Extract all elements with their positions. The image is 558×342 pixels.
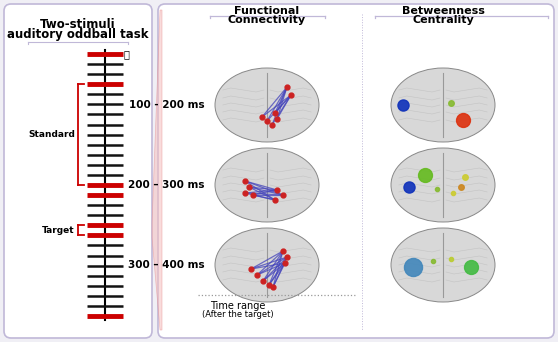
Text: auditory oddball task: auditory oddball task xyxy=(7,28,149,41)
Text: Standard: Standard xyxy=(28,130,75,139)
Text: Two-stimuli: Two-stimuli xyxy=(40,18,116,31)
Text: Functional: Functional xyxy=(234,6,300,16)
Ellipse shape xyxy=(215,228,319,302)
Polygon shape xyxy=(152,10,162,330)
Ellipse shape xyxy=(215,148,319,222)
FancyBboxPatch shape xyxy=(4,4,152,338)
Text: Time range: Time range xyxy=(210,301,266,311)
FancyBboxPatch shape xyxy=(158,4,554,338)
Text: Target: Target xyxy=(42,226,75,235)
Text: 100 - 200 ms: 100 - 200 ms xyxy=(129,100,205,110)
Ellipse shape xyxy=(215,68,319,142)
Text: Centrality: Centrality xyxy=(412,15,474,25)
Text: Connectivity: Connectivity xyxy=(228,15,306,25)
Text: 200 – 300 ms: 200 – 300 ms xyxy=(128,180,205,190)
Text: 🔔: 🔔 xyxy=(124,49,130,59)
Text: (After the target): (After the target) xyxy=(202,310,274,319)
Ellipse shape xyxy=(391,228,495,302)
Ellipse shape xyxy=(391,148,495,222)
Text: 300 – 400 ms: 300 – 400 ms xyxy=(128,260,205,270)
Ellipse shape xyxy=(391,68,495,142)
Text: Betweenness: Betweenness xyxy=(402,6,484,16)
